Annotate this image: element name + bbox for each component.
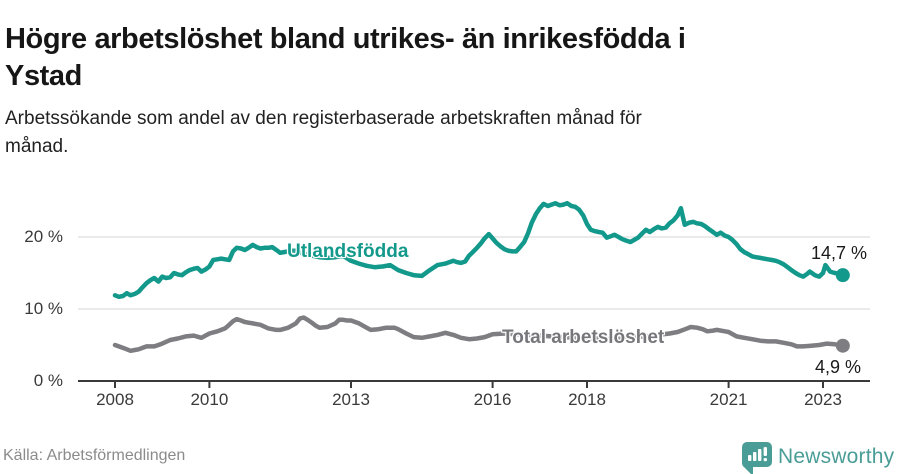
y-tick-label-20: 20 %: [24, 227, 63, 246]
series-label-utlandsfodda: Utlandsfödda: [287, 241, 409, 262]
source-note: Källa: Arbetsförmedlingen: [3, 447, 186, 464]
y-tick-label-0: 0 %: [33, 371, 63, 390]
x-tick-label-2023: 2023: [804, 390, 842, 409]
x-tick-label-2010: 2010: [190, 390, 229, 409]
end-value-label-utlandsfodda: 14,7 %: [811, 243, 868, 263]
series-end-dot-total: [835, 338, 850, 353]
title-line-1: Högre arbetslöshet bland utrikes- än inr…: [5, 23, 686, 56]
end-value-label-total: 4,9 %: [815, 357, 862, 377]
newsworthy-logo-text: Newsworthy: [778, 445, 895, 468]
y-tick-label-10: 10 %: [24, 299, 63, 318]
x-tick-label-2013: 2013: [332, 390, 370, 409]
newsworthy-chart-bubble-icon: [742, 442, 772, 474]
newsworthy-logo: Newsworthy: [741, 440, 897, 474]
series-line-total: [112, 315, 846, 354]
subtitle-line-2: månad.: [5, 136, 69, 157]
x-tick-label-2016: 2016: [473, 390, 512, 409]
x-tick-label-2018: 2018: [568, 390, 606, 409]
chart-subtitle: Arbetssökande som andel av den registerb…: [5, 105, 895, 161]
series-end-dot-utlandsfodda: [835, 268, 850, 283]
subtitle-line-1: Arbetssökande som andel av den registerb…: [5, 108, 642, 129]
series-label-total-arbetsloshet: Total arbetslöshet: [502, 327, 665, 348]
series-line-utlandsfodda: [112, 200, 846, 300]
title-line-2: Ystad: [5, 60, 82, 93]
x-tick-label-2008: 2008: [96, 390, 134, 409]
x-tick-label-2021: 2021: [709, 390, 748, 409]
page-title: Högre arbetslöshet bland utrikes- än inr…: [5, 21, 895, 95]
